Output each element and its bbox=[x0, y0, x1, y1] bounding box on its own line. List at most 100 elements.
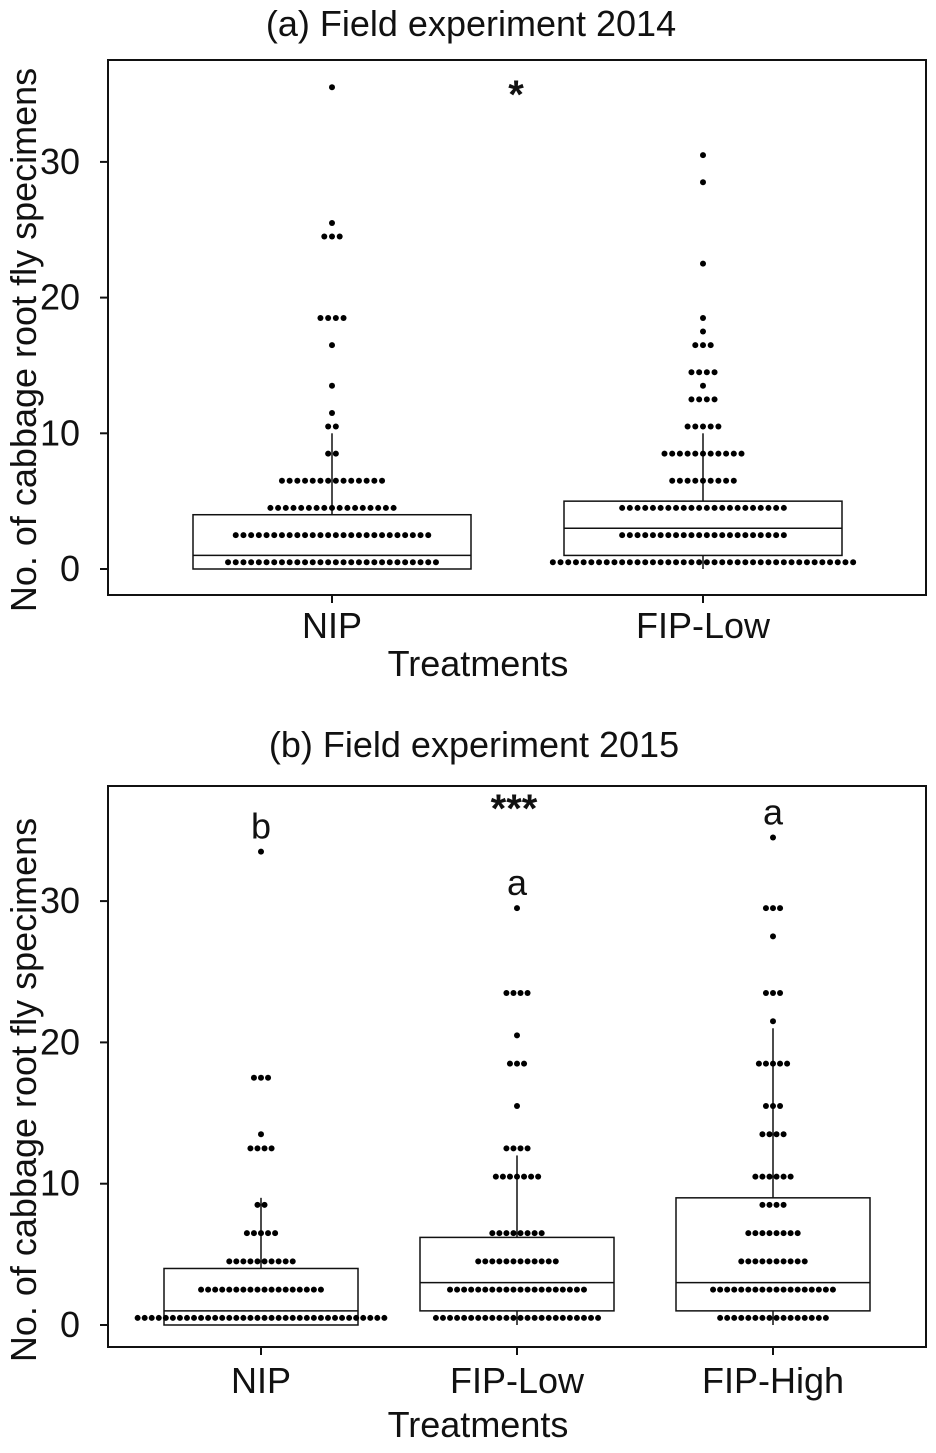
data-point bbox=[773, 1173, 780, 1180]
data-point bbox=[524, 1145, 531, 1152]
data-point bbox=[289, 1314, 296, 1321]
data-point bbox=[711, 369, 718, 376]
data-point bbox=[510, 989, 517, 996]
data-point bbox=[267, 504, 274, 511]
data-point bbox=[258, 1131, 264, 1138]
data-point bbox=[649, 504, 656, 511]
data-point bbox=[596, 559, 603, 566]
data-point bbox=[773, 504, 780, 511]
data-point bbox=[669, 477, 676, 484]
data-point bbox=[524, 1230, 531, 1237]
data-point bbox=[715, 477, 722, 484]
data-point bbox=[296, 1286, 303, 1293]
data-point bbox=[676, 477, 683, 484]
data-point bbox=[680, 532, 687, 539]
data-point bbox=[603, 559, 610, 566]
x-tick-label: FIP-High bbox=[702, 1360, 844, 1401]
data-point bbox=[348, 559, 355, 566]
data-point bbox=[766, 1258, 773, 1265]
data-point bbox=[263, 532, 270, 539]
data-point bbox=[738, 450, 745, 457]
data-point bbox=[265, 1074, 272, 1081]
dot-layer bbox=[134, 834, 836, 1321]
data-point bbox=[390, 504, 397, 511]
data-point bbox=[240, 1258, 247, 1265]
data-point bbox=[524, 1258, 531, 1265]
data-point bbox=[475, 1286, 482, 1293]
data-point bbox=[321, 504, 328, 511]
y-tick-label: 10 bbox=[40, 1163, 80, 1204]
data-point bbox=[379, 559, 386, 566]
data-point bbox=[309, 477, 316, 484]
group-letter: a bbox=[507, 862, 528, 903]
data-point bbox=[371, 559, 378, 566]
data-point bbox=[801, 1286, 808, 1293]
data-point bbox=[711, 559, 718, 566]
data-point bbox=[573, 1314, 580, 1321]
data-point bbox=[770, 989, 776, 996]
data-point bbox=[717, 1286, 724, 1293]
data-point bbox=[734, 504, 741, 511]
data-point bbox=[773, 1314, 780, 1321]
data-point bbox=[580, 1314, 587, 1321]
data-point bbox=[692, 477, 699, 484]
data-point bbox=[275, 504, 282, 511]
data-point bbox=[595, 1314, 602, 1321]
data-point bbox=[707, 342, 714, 349]
data-point bbox=[258, 1074, 264, 1081]
data-point bbox=[325, 423, 332, 430]
data-point bbox=[850, 559, 857, 566]
data-point bbox=[808, 1314, 815, 1321]
data-point bbox=[707, 477, 714, 484]
data-point bbox=[275, 1286, 282, 1293]
data-point bbox=[278, 477, 285, 484]
data-point bbox=[657, 504, 664, 511]
data-point bbox=[794, 1314, 801, 1321]
data-point bbox=[432, 1314, 439, 1321]
data-point bbox=[796, 559, 803, 566]
data-point bbox=[684, 423, 691, 430]
data-point bbox=[773, 1286, 780, 1293]
data-point bbox=[454, 1314, 461, 1321]
data-point bbox=[282, 1286, 289, 1293]
y-tick-label: 30 bbox=[40, 880, 80, 921]
data-point bbox=[374, 1314, 381, 1321]
data-point bbox=[703, 559, 710, 566]
data-point bbox=[355, 532, 362, 539]
data-point bbox=[626, 559, 633, 566]
data-point bbox=[176, 1314, 183, 1321]
data-point bbox=[294, 532, 301, 539]
data-point bbox=[360, 1314, 367, 1321]
data-point bbox=[759, 1286, 766, 1293]
data-point bbox=[317, 477, 324, 484]
data-point bbox=[787, 1286, 794, 1293]
data-point bbox=[723, 477, 730, 484]
data-point bbox=[317, 1314, 324, 1321]
data-point bbox=[552, 1314, 559, 1321]
data-point bbox=[700, 382, 706, 389]
data-point bbox=[503, 1258, 510, 1265]
plot-frame bbox=[107, 59, 927, 596]
data-point bbox=[545, 1314, 552, 1321]
data-point bbox=[510, 1258, 517, 1265]
data-point bbox=[359, 504, 366, 511]
y-tick-label: 10 bbox=[40, 412, 80, 453]
data-point bbox=[289, 1258, 296, 1265]
data-point bbox=[255, 532, 262, 539]
data-point bbox=[296, 1314, 303, 1321]
data-point bbox=[325, 450, 332, 457]
data-point bbox=[514, 1060, 520, 1067]
data-point bbox=[703, 504, 710, 511]
x-tick-label: NIP bbox=[231, 1360, 291, 1401]
data-point bbox=[503, 989, 510, 996]
data-point bbox=[759, 1131, 766, 1138]
data-point bbox=[332, 477, 339, 484]
data-point bbox=[344, 504, 351, 511]
data-point bbox=[286, 559, 293, 566]
data-point bbox=[822, 1286, 829, 1293]
data-point bbox=[766, 1201, 773, 1208]
data-point bbox=[261, 1201, 268, 1208]
data-point bbox=[649, 559, 656, 566]
data-point bbox=[325, 477, 332, 484]
data-point bbox=[770, 905, 776, 912]
